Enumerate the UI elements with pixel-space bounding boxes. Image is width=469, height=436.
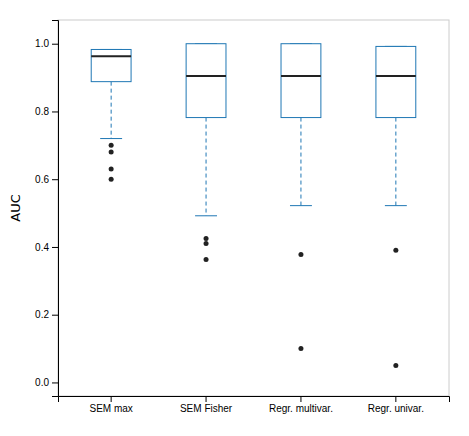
x-tick: SEM max: [89, 396, 132, 414]
whisker-cap-low: [100, 138, 122, 139]
y-tick-label: 0.4: [35, 242, 49, 253]
y-tick: 0.6: [35, 174, 58, 185]
box: [376, 46, 416, 117]
y-tick-label: 1.0: [35, 38, 49, 49]
box-group: [376, 46, 416, 368]
x-tick-label: SEM Fisher: [180, 403, 233, 414]
y-tick-mark: [52, 315, 58, 316]
y-tick-label: 0.0: [35, 377, 49, 388]
flier: [204, 257, 209, 262]
y-tick: 0.2: [35, 309, 58, 320]
x-tick-mark: [206, 396, 207, 402]
x-tick-label: Regr. univar.: [368, 403, 424, 414]
box-group: [281, 44, 321, 351]
x-tick-mark: [395, 396, 396, 402]
x-tick-mark: [300, 396, 301, 402]
flier: [393, 248, 398, 253]
median: [376, 75, 416, 77]
x-tick: SEM Fisher: [180, 396, 233, 414]
flier: [109, 177, 114, 182]
x-axis: SEM max SEM Fisher Regr. multivar. Regr. un…: [59, 396, 450, 414]
whisker-cap-low: [385, 205, 407, 206]
flier: [393, 363, 398, 368]
y-axis-title: AUC: [8, 194, 23, 222]
y-tick-mark: [52, 382, 58, 383]
y-tick: 0.4: [35, 242, 58, 253]
y-tick: 0.0: [35, 377, 58, 388]
median: [281, 75, 321, 77]
box: [91, 49, 131, 81]
y-tick: 0.8: [35, 106, 58, 117]
y-axis-line: [52, 21, 59, 397]
median: [186, 75, 226, 77]
box: [186, 44, 226, 118]
median: [91, 55, 131, 57]
x-axis-line: [59, 397, 450, 403]
whisker-low: [300, 118, 301, 206]
whisker-cap-low: [290, 205, 312, 206]
whisker-low: [206, 118, 207, 216]
y-tick-mark: [52, 44, 58, 45]
whisker-cap-low: [195, 215, 217, 216]
x-tick: Regr. univar.: [368, 396, 424, 414]
x-tick-label: SEM max: [89, 403, 132, 414]
x-tick: Regr. multivar.: [269, 396, 333, 414]
y-tick-mark: [52, 247, 58, 248]
plot: 0.0 0.2 0.4 0.6 0.8 1.0 SEM max SEM Fisher Regr.…: [35, 20, 449, 414]
flier: [109, 150, 114, 155]
y-tick-mark: [52, 111, 58, 112]
flier: [298, 252, 303, 257]
box-group: [186, 44, 226, 262]
flier: [298, 346, 303, 351]
y-tick-mark: [52, 179, 58, 180]
plot-frame: [58, 20, 449, 396]
y-tick-label: 0.8: [35, 106, 49, 117]
whisker-low: [395, 118, 396, 206]
whisker-low: [111, 82, 112, 139]
x-tick-label: Regr. multivar.: [269, 403, 333, 414]
flier: [204, 236, 209, 241]
y-axis: 0.0 0.2 0.4 0.6 0.8 1.0: [35, 21, 58, 397]
x-tick-mark: [111, 396, 112, 402]
box: [281, 44, 321, 118]
chart: 0.0 0.2 0.4 0.6 0.8 1.0 SEM max SEM Fisher Regr.…: [0, 0, 469, 436]
y-tick-label: 0.2: [35, 309, 49, 320]
flier: [109, 143, 114, 148]
flier: [204, 241, 209, 246]
y-tick-label: 0.6: [35, 174, 49, 185]
boxes: [91, 44, 416, 368]
box-group: [91, 49, 131, 181]
flier: [109, 167, 114, 172]
y-tick: 1.0: [35, 38, 58, 49]
